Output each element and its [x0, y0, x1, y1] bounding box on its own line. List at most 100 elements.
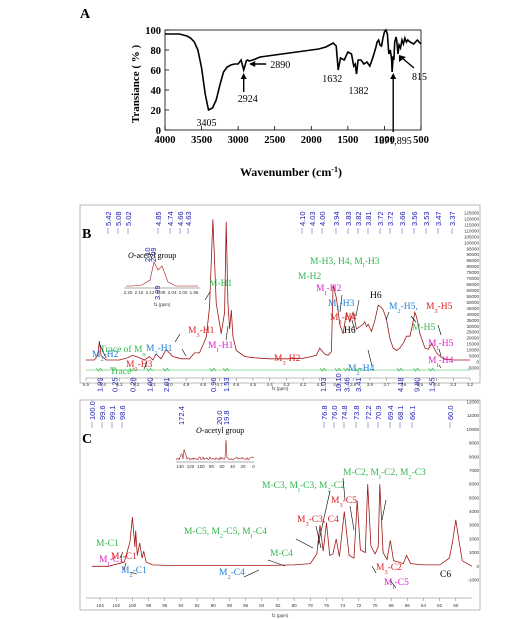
panel-b-right-tick-20000: 20000 — [466, 336, 479, 341]
panel-a-arrowhead-2890 — [249, 61, 256, 67]
panel-b-inset-integral: 3.99 — [153, 285, 162, 300]
panel-b-annotation-6: H6 — [344, 326, 356, 336]
panel-b-annotation-21: MI-H4 — [428, 356, 454, 369]
panel-b-right-tick-40000: 40000 — [466, 312, 479, 317]
panel-b-pointer-12 — [437, 324, 442, 336]
panel-b-frame — [79, 204, 481, 384]
panel-c-x-tick-label-60: 60 — [453, 603, 459, 608]
panel-b-x-tick-label-5.4: 5.4 — [100, 382, 107, 387]
panel-b-x-tick-label-5.1: 5.1 — [150, 382, 157, 387]
panel-b-integral-mark-12 — [413, 367, 420, 372]
panel-b-annotations: M-H3, H4, MI-H3M-H2MI-H2M2-H3M3-H4H6H6M2… — [92, 257, 454, 377]
panel-c-right-axis: 1200011000100009000800070006000500040003… — [466, 400, 479, 583]
panel-b-inset-line — [126, 261, 198, 287]
panel-c-peak-label-8: 72.2 — [364, 405, 373, 420]
panel-c-annotation-0: M-C3, MI-C3, M2-C2 — [262, 481, 345, 494]
panel-c-x-tick-label-88: 88 — [227, 603, 233, 608]
panel-b-right-tick-105000: 105000 — [464, 234, 480, 239]
panel-b-integral-mark-8 — [334, 367, 342, 372]
panel-b-pointer-6 — [225, 325, 229, 341]
panel-c-x-tick-label-94: 94 — [178, 603, 184, 608]
panel-b-peak-label-12: 3.82 — [354, 211, 363, 226]
panel-b-right-tick-25000: 25000 — [466, 330, 479, 335]
panel-b-right-tick-110000: 110000 — [464, 228, 479, 233]
panel-b-annotation-14: Trace of Mα — [100, 344, 146, 358]
panel-b-inset-label: O-acetyl group — [128, 251, 176, 260]
panel-c-inset-tick-60: 60 — [219, 464, 225, 469]
panel-b-peak-labels: 5.42 5.08 5.02 4.85 4.74 4.66 4.63 4.10 4.03 4.00… — [104, 211, 457, 234]
panel-b-right-tick-65000: 65000 — [466, 282, 479, 287]
panel-b-right-tick-5000: 5000 — [469, 354, 480, 359]
panel-b-x-tick-label-4.5: 4.5 — [250, 382, 257, 387]
panel-b-right-tick-95000: 95000 — [466, 246, 479, 251]
panel-c-annotation-6: M-C4 — [270, 549, 293, 559]
panel-b-annotation-13: M2-H2 — [92, 350, 119, 363]
panel-c-right-tick-0: 0 — [476, 564, 479, 569]
panel-b-integral-value-4: 2.01 — [162, 377, 171, 392]
panel-b-annotation-15: M3-H3 — [126, 360, 153, 373]
panel-b-annotation-11: M2-H1 — [146, 344, 173, 357]
panel-c-annotation-7: MI-C1 — [99, 555, 124, 568]
panel-b-x-tick-label-4.1: 4.1 — [317, 382, 324, 387]
panel-c-x-tick-label-82: 82 — [275, 603, 281, 608]
panel-c-pointer-9 — [267, 559, 286, 567]
panel-c-x-tick-label-76: 76 — [324, 603, 330, 608]
panel-b-peak-label-2: 5.02 — [124, 211, 133, 226]
panel-b-pointer-4 — [410, 315, 417, 323]
panel-a-annotation-3405: 3405 — [197, 118, 217, 129]
panel-c-x-tick-label-92: 92 — [195, 603, 201, 608]
panel-a-y-tick-label-80: 80 — [151, 46, 162, 57]
panel-c-pointer-0 — [317, 490, 331, 546]
panel-c-right-tick--1000: -1000 — [467, 578, 479, 583]
panel-b-integral-value-11: 4.18 — [396, 377, 405, 392]
panel-c-annotation-12: MI-C5 — [384, 578, 409, 591]
panel-c-x-tick-label-78: 78 — [308, 603, 314, 608]
panel-b-right-tick-30000: 30000 — [466, 324, 479, 329]
panel-b-x-tick-label-4.7: 4.7 — [216, 382, 223, 387]
panel-c-annotation-10: M2-C4 — [219, 568, 245, 581]
panel-b-integral-value-6: 1.53 — [222, 377, 231, 392]
panel-b-peak-label-3: 4.85 — [154, 211, 163, 226]
panel-b-x-tick-label-3.2: 3.2 — [467, 382, 474, 387]
panel-b-peak-label-0: 5.42 — [104, 211, 113, 226]
panel-c-x-tick-label-86: 86 — [243, 603, 249, 608]
panel-c-annotation-3: M-C5, M2-C5, MI-C4 — [184, 527, 267, 540]
panel-c-annotation-2: M3-C5 — [331, 496, 357, 509]
panel-b-annotation-16: Trace — [110, 367, 131, 377]
panel-b-x-tick-label-3.3: 3.3 — [450, 382, 457, 387]
panel-c-x-tick-label-84: 84 — [259, 603, 265, 608]
panel-c-pointer-2 — [349, 505, 355, 531]
panel-b-annotation-3: M2-H3 — [328, 299, 355, 312]
panel-b-right-tick-75000: 75000 — [466, 270, 479, 275]
panel-b-annotation-1: M-H2 — [298, 272, 321, 282]
panel-b-integral-mark-10 — [354, 367, 362, 372]
panel-b-integral-value-3: 1.00 — [145, 377, 154, 392]
panel-a-y-tick-label-0: 0 — [156, 126, 161, 137]
panel-a-y-ticks: 0 20 40 60 80 100 — [145, 26, 169, 137]
panel-c-x-tick-label-62: 62 — [437, 603, 443, 608]
panel-b-annotation-5: H6 — [370, 291, 382, 301]
panel-c-annotation-5: M-C1 — [96, 539, 119, 549]
panel-b-x-tick-label-3.4: 3.4 — [433, 382, 440, 387]
panel-b-integrals: 1.99 0.25 0.28 1.00 2.01 0.96 1.53 1.03 10.10 3.4… — [86, 367, 470, 392]
panel-b-pointer-14 — [438, 364, 442, 369]
panel-c-right-tick-2000: 2000 — [469, 536, 480, 541]
panel-c-label: C — [82, 432, 92, 447]
panel-c-peak-label-11: 68.1 — [396, 405, 405, 420]
panel-c-inset-label-italic: O — [196, 426, 202, 435]
panel-c-right-tick-1000: 1000 — [469, 550, 480, 555]
panel-a-annotation-1632: 1632 — [322, 74, 342, 85]
panel-a-y-tick-label-40: 40 — [151, 86, 162, 97]
panel-b-inset-peak-labels: 2.102.09 — [143, 247, 158, 262]
panel-c-x-axis-label: f1 (ppm) — [272, 613, 289, 618]
panel-b: B 5.42 5.08 5.02 4.85 4.74 4.66 4.63 4.10 4.03 4.… — [79, 204, 481, 392]
panel-a-y-tick-label-100: 100 — [145, 26, 161, 37]
panel-a-arrowhead-815 — [398, 55, 406, 62]
panel-b-peak-label-18: 3.53 — [422, 211, 431, 226]
panel-b-inset-tick-2.00: 2.00 — [179, 290, 188, 295]
panel-a-frame — [164, 29, 422, 131]
panel-a-x-axis-label-pre: Wavenumber (cm — [240, 165, 331, 179]
panel-c-frame — [79, 399, 481, 611]
panel-b-x-tick-label-4.0: 4.0 — [333, 382, 340, 387]
panel-c-right-tick-11000: 11000 — [467, 413, 480, 418]
